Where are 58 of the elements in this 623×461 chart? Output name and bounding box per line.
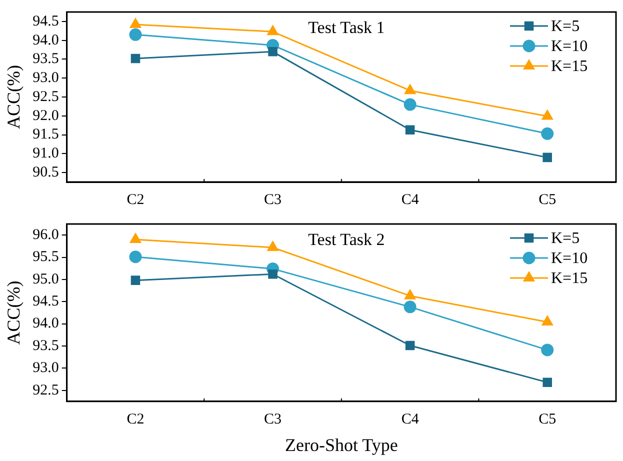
point bbox=[267, 25, 278, 36]
legend-label: K=15 bbox=[551, 58, 588, 76]
x-tick-label: C5 bbox=[538, 411, 556, 428]
point bbox=[542, 152, 552, 162]
chart-title: Test Task 2 bbox=[308, 230, 385, 249]
y-tick-label: 90.5 bbox=[32, 164, 59, 180]
y-tick-label: 95.5 bbox=[32, 249, 59, 266]
y-tick-label: 93.5 bbox=[32, 51, 59, 68]
y-tick-label: 94.5 bbox=[32, 13, 59, 30]
point bbox=[541, 127, 554, 140]
legend-label: K=5 bbox=[551, 230, 580, 248]
legend-label: K=5 bbox=[551, 18, 580, 36]
point bbox=[129, 28, 142, 41]
point bbox=[542, 110, 553, 120]
point bbox=[268, 269, 278, 279]
text: 93.0 bbox=[32, 360, 59, 376]
point bbox=[129, 250, 142, 264]
x-tick-label: C5 bbox=[538, 192, 556, 208]
point bbox=[404, 300, 416, 314]
legend-label: K=10 bbox=[551, 250, 588, 268]
x-tick-label: C3 bbox=[264, 411, 282, 428]
text: 94.0 bbox=[32, 32, 59, 48]
text: 96.0 bbox=[32, 227, 59, 244]
x-tick-label: C4 bbox=[401, 411, 420, 428]
y-tick-label: 92.5 bbox=[32, 382, 59, 398]
point bbox=[130, 18, 142, 28]
x-tick-label: C2 bbox=[126, 192, 144, 208]
chart-title: Test Task 1 bbox=[308, 18, 385, 37]
x-tick-label: C2 bbox=[126, 411, 144, 428]
point bbox=[404, 84, 416, 94]
point bbox=[267, 241, 278, 252]
point bbox=[405, 340, 415, 350]
x-axis-title: Zero-Shot Type bbox=[284, 434, 398, 455]
point bbox=[542, 316, 553, 326]
text: 91.0 bbox=[32, 146, 59, 162]
legend-label: K=15 bbox=[551, 270, 588, 288]
point bbox=[130, 276, 140, 285]
text: 93.0 bbox=[32, 70, 59, 86]
point bbox=[542, 378, 552, 387]
text: 95.0 bbox=[32, 271, 59, 288]
text: 94.0 bbox=[32, 316, 59, 332]
y-axis-title: ACC(%) bbox=[4, 280, 24, 345]
point bbox=[130, 54, 140, 64]
y-tick-label: 94.5 bbox=[32, 294, 59, 310]
point bbox=[541, 344, 554, 356]
point bbox=[404, 290, 416, 300]
point bbox=[404, 98, 416, 111]
x-tick-label: C3 bbox=[264, 192, 282, 208]
y-tick-label: 91.5 bbox=[32, 126, 59, 143]
text: 92.0 bbox=[32, 108, 59, 124]
point bbox=[130, 233, 142, 244]
x-tick-label: C4 bbox=[401, 192, 420, 208]
y-tick-label: 93.5 bbox=[32, 338, 59, 354]
y-tick-label: 92.5 bbox=[32, 88, 59, 105]
point bbox=[405, 125, 415, 135]
legend-label: K=10 bbox=[551, 38, 588, 56]
y-axis-title: ACC(%) bbox=[4, 65, 24, 129]
point bbox=[268, 47, 278, 56]
